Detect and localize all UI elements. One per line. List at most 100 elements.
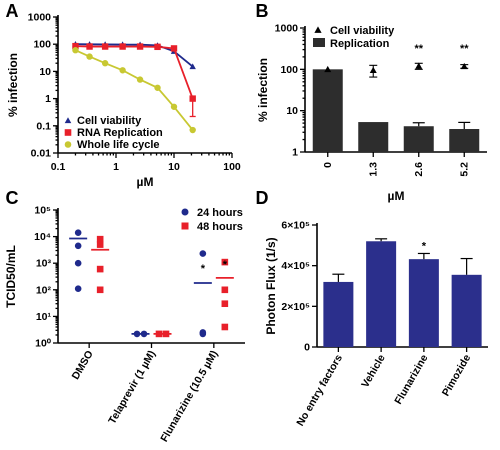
b-x-axis-title: µM [388,189,405,203]
c-ytick-label: 10³ [36,258,52,270]
a-x-axis-title: µM [137,175,154,189]
a-legend-label-0: Cell viability [77,115,142,127]
a-legend-label-1: RNA Replication [77,127,163,139]
c-point-1 [96,241,104,248]
d-ytick-label: 2×10⁵ [281,301,310,313]
b-legend-label-replication: Replication [330,38,390,50]
c-point-1 [221,300,229,308]
a-point-2 [101,60,109,67]
a-xtick-label: 1 [113,161,119,173]
a-point-1 [136,43,144,50]
a-ytick-label: 0.1 [36,120,51,132]
a-ytick-label: 1 [45,93,51,105]
a-legend-marker-0 [64,117,72,124]
b-ytick-label: 1 [292,147,298,159]
c-point-1 [96,286,104,294]
a-point-1 [119,43,126,50]
d-ytick-label: 6×10⁵ [281,220,310,232]
b-significance-1: ** [460,43,469,55]
c-legend-marker-1 [181,222,189,230]
a-point-2 [72,47,79,54]
d-bar-3 [451,274,482,347]
a-point-2 [154,84,161,91]
b-viability-point-1 [369,66,377,74]
a-point-2 [170,103,178,110]
b-viability-point-3 [460,62,468,70]
b-legend-marker-replication [313,38,325,47]
c-point-1 [96,265,104,273]
b-xtick-label-3: 5.2 [458,162,470,177]
a-point-0 [189,63,196,70]
d-bar-1 [366,241,397,347]
c-ytick-label: 10⁴ [34,231,51,243]
d-xtick-label-3: Pimozide [440,352,474,398]
d-y-axis-title: Photon Flux (1/s) [264,237,278,334]
a-y-axis-title: % infection [6,53,20,117]
b-bar-1 [358,122,389,152]
c-point-1 [96,235,104,243]
c-point-0 [74,242,82,250]
c-point-0 [74,229,82,237]
a-ytick-label: 0.01 [31,148,52,160]
a-ytick-label: 1000 [28,12,52,24]
b-xtick-label-0: 0 [322,162,334,168]
d-bar-0 [323,281,354,347]
a-point-1 [170,45,178,52]
a-point-1 [154,43,161,51]
panel-label-c: C [6,188,19,208]
c-xtick-label-2: Flunarizine (10.5 µM) [158,349,220,445]
a-point-2 [136,76,144,83]
b-ytick-label: 1000 [275,23,299,35]
b-viability-point-2 [415,62,423,69]
a-point-1 [101,43,109,50]
b-bar-3 [449,129,480,152]
c-point-1 [221,258,229,266]
c-point-1 [221,323,229,331]
b-xtick-label-2: 2.6 [413,162,425,177]
c-legend-label-1: 48 hours [197,221,243,233]
b-viability-point-0 [324,65,332,73]
c-y-axis-title: TCID50/mL [4,245,18,308]
b-bar-2 [403,126,434,152]
c-ytick-label: 10⁰ [35,338,52,350]
c-significance-1: * [223,259,228,271]
c-ytick-label: 10² [36,284,52,296]
c-point-0 [199,250,207,257]
d-bar-2 [408,259,439,347]
a-point-1 [86,43,93,50]
a-point-2 [86,53,93,60]
a-legend-marker-1 [64,129,72,136]
b-legend-marker-viability [314,26,322,33]
c-point-1 [221,286,229,294]
d-xtick-label-1: Vehicle [359,352,388,389]
d-ytick-label: 0 [304,342,310,354]
c-xtick-label-0: DMSO [70,349,96,382]
panel-label-a: A [6,1,19,21]
a-xtick-label: 10 [168,161,180,173]
d-xtick-label-2: Flunarizine [392,352,430,406]
c-xtick-label-1: Telaprevir (1 µM) [106,349,158,427]
a-xtick-label: 100 [223,161,241,173]
d-ytick-label: 4×10⁵ [281,260,310,272]
d-xtick-label-0: No entry factors [294,352,345,428]
a-ytick-label: 100 [33,39,51,51]
a-legend-marker-2 [64,141,72,148]
b-significance-0: ** [414,43,423,55]
b-legend-label-viability: Cell viability [330,25,395,37]
b-ytick-label: 10 [286,105,298,117]
panel-label-d: D [256,188,269,208]
a-xtick-label: 0.1 [51,161,66,173]
a-point-1 [72,42,79,50]
a-legend-label-2: Whole life cycle [77,139,160,151]
b-y-axis-title: % infection [256,58,270,122]
b-ytick-label: 100 [280,64,298,76]
c-point-0 [74,285,82,292]
c-legend-marker-0 [181,208,189,216]
a-ytick-label: 10 [39,66,51,78]
c-ytick-label: 10⁵ [34,205,51,217]
panel-label-b: B [256,1,269,21]
a-point-2 [119,67,126,74]
b-bar-0 [312,69,343,152]
a-series-line-1 [75,45,194,99]
d-significance-0: * [422,240,427,252]
